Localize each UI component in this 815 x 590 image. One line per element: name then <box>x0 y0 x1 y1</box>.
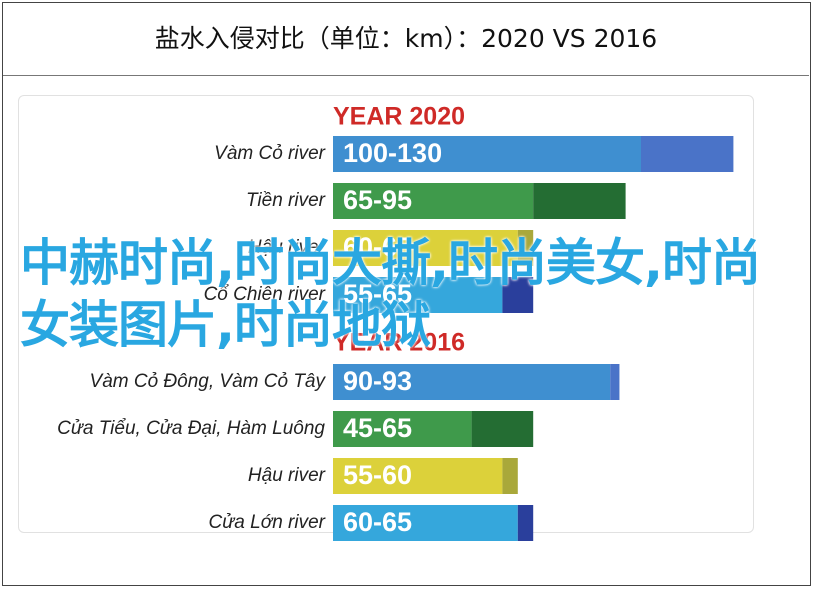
year-title: YEAR 2020 <box>333 103 465 131</box>
category-label: Cửa Tiểu, Cửa Đại, Hàm Luông <box>57 418 325 439</box>
bar-range <box>533 183 626 219</box>
bar-min <box>333 183 534 219</box>
bar-range <box>502 277 534 313</box>
bar-range <box>517 505 534 541</box>
watermark-overlay-text: 中赫时尚,时尚大撕,时尚美女,时尚女装图片,时尚地狱 <box>20 234 761 354</box>
data-label: 45-65 <box>343 413 412 443</box>
title-bar: 盐水入侵对比（单位：km）：2020 VS 2016 <box>3 3 809 76</box>
bar-min <box>333 136 641 172</box>
data-label: 65-95 <box>343 185 412 215</box>
category-label: Cửa Lớn river <box>209 512 326 533</box>
bar-min <box>333 230 518 266</box>
category-label: Vàm Cỏ Đông, Vàm Cỏ Tây <box>90 371 327 392</box>
data-label: 55-60 <box>343 460 412 490</box>
category-label: Hậu river <box>248 237 326 258</box>
data-label: 55-65 <box>343 279 412 309</box>
year-title: YEAR 2016 <box>333 329 465 357</box>
bar-range <box>641 136 734 172</box>
data-label: 60-65 <box>343 232 412 262</box>
bar-min <box>333 505 518 541</box>
data-label: 90-93 <box>343 366 412 396</box>
bar-range <box>471 411 534 447</box>
bar-range <box>610 364 620 400</box>
category-label: Cổ Chiên river <box>204 284 326 305</box>
category-label: Tiền river <box>246 190 326 211</box>
bar-min <box>333 458 503 494</box>
bar-min <box>333 411 472 447</box>
data-label: 60-65 <box>343 507 412 537</box>
category-label: Hậu river <box>248 465 326 486</box>
bar-range <box>517 230 534 266</box>
chart-title: 盐水入侵对比（单位：km）：2020 VS 2016 <box>154 24 658 53</box>
bar-min <box>333 364 611 400</box>
bar-range <box>502 458 518 494</box>
category-label: Vàm Cỏ river <box>214 143 326 164</box>
data-label: 100-130 <box>343 138 442 168</box>
bar-min <box>333 277 503 313</box>
